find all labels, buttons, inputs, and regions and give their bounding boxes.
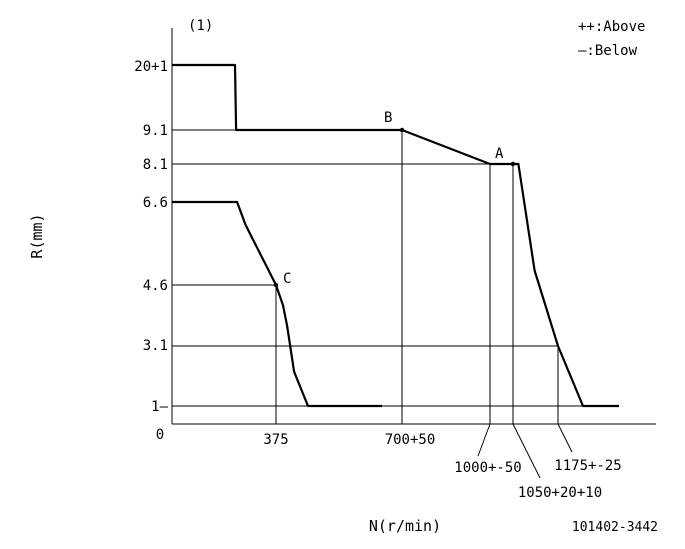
y-tick-label: 20+1 xyxy=(134,59,168,75)
y-tick-label: 1— xyxy=(151,399,168,415)
y-tick-label: 4.6 xyxy=(143,278,168,294)
x-tick-label: 1000+-50 xyxy=(454,460,521,476)
legend-above: ++:Above xyxy=(578,19,645,35)
x-axis-label: N(r/min) xyxy=(369,517,441,535)
legend-below: —:Below xyxy=(578,43,638,59)
series-line-2 xyxy=(172,200,382,408)
y-tick-label: 6.6 xyxy=(143,195,168,211)
y-tick-label: 9.1 xyxy=(143,123,168,139)
series-line-1 xyxy=(172,63,619,408)
x-tick-label: 1175+-25 xyxy=(554,458,621,474)
leader-1050 xyxy=(512,423,541,479)
x-tick-label: 700+50 xyxy=(385,432,436,448)
y-tick-label: 3.1 xyxy=(143,338,168,354)
y-tick-label: 8.1 xyxy=(143,157,168,173)
panel-label: (1) xyxy=(188,18,213,34)
point-markers xyxy=(273,127,516,288)
point-label-c: C xyxy=(283,271,291,287)
y-axis-label: R(mm) xyxy=(28,213,46,258)
origin-label: 0 xyxy=(156,427,164,443)
x-tick-label: 1050+20+10 xyxy=(518,485,602,501)
leader-1000 xyxy=(477,423,491,457)
reference-lines xyxy=(172,64,619,479)
point-marker-b xyxy=(399,127,405,133)
point-marker-c xyxy=(273,282,279,288)
point-marker-a xyxy=(510,161,516,167)
x-tick-label: 375 xyxy=(263,432,288,448)
chart-code: 101402-3442 xyxy=(572,520,658,535)
point-label-b: B xyxy=(384,110,392,126)
point-label-a: A xyxy=(495,146,504,162)
leader-1175 xyxy=(557,423,573,453)
series-lines xyxy=(172,63,619,408)
